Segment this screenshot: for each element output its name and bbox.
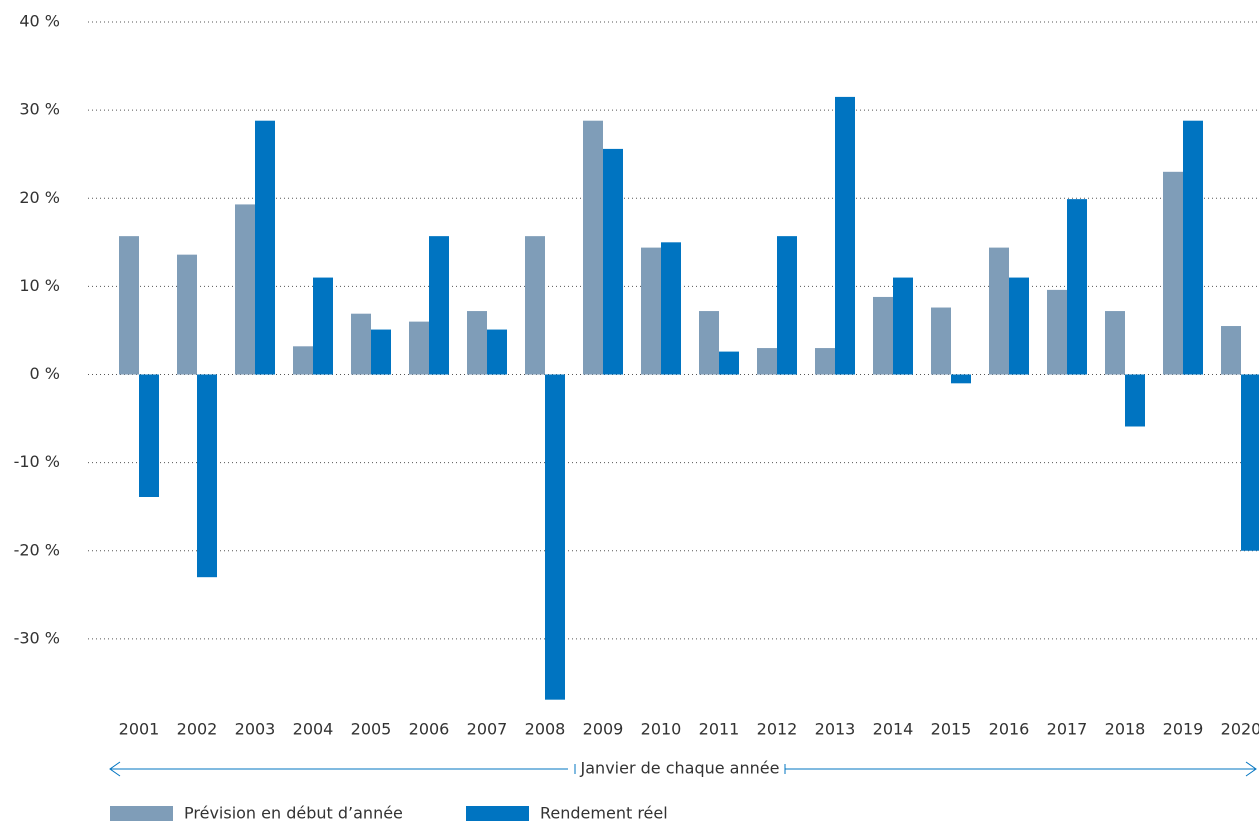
x-tick-label: 2019 [1163,720,1204,739]
x-tick-label: 2001 [119,720,160,739]
x-tick-label: 2018 [1105,720,1146,739]
arrow-head [109,761,121,777]
bar [255,120,275,375]
x-tick-label: 2016 [989,720,1030,739]
bar [699,311,719,375]
bar [1047,289,1067,375]
arrow-head [1245,761,1257,777]
bar [661,242,681,375]
bar [641,247,661,375]
x-tick-label: 2013 [815,720,856,739]
y-tick-label: -10 % [14,452,60,471]
x-tick-label: 2006 [409,720,450,739]
bar [931,307,951,375]
bar [1163,171,1183,375]
bar [1105,311,1125,375]
x-tick-label: 2010 [641,720,682,739]
bar [1009,277,1029,375]
x-tick-label: 2008 [525,720,566,739]
bar [313,277,333,375]
x-axis-label: Janvier de chaque année [580,759,780,778]
bar [139,374,159,497]
bar [119,236,139,375]
x-tick-label: 2005 [351,720,392,739]
bar [603,148,623,375]
bar [371,329,391,375]
x-tick-label: 2002 [177,720,218,739]
x-tick-label: 2015 [931,720,972,739]
bar [197,374,217,578]
bar [467,311,487,375]
y-tick-label: 30 % [19,100,60,119]
bar [545,374,565,700]
y-tick-label: 0 % [30,364,60,383]
y-tick-label: 10 % [19,276,60,295]
bar [1221,326,1241,375]
bar [757,348,777,375]
bar [835,96,855,375]
bar [429,236,449,375]
bar [583,120,603,375]
bar [719,351,739,375]
bar [351,313,371,375]
bar [1067,199,1087,375]
legend-label: Rendement réel [540,804,668,823]
x-tick-label: 2012 [757,720,798,739]
y-tick-label: 20 % [19,188,60,207]
x-tick-label: 2004 [293,720,334,739]
y-tick-label: 40 % [19,12,60,31]
x-tick-label: 2014 [873,720,914,739]
x-tick-label: 2003 [235,720,276,739]
bar [177,254,197,375]
bar [815,348,835,375]
bar [487,329,507,375]
legend-swatch [110,806,173,821]
x-tick-label: 2017 [1047,720,1088,739]
x-tick-label: 2020 [1221,720,1259,739]
bar [409,321,429,375]
x-tick-label: 2011 [699,720,740,739]
legend-label: Prévision en début d’année [184,804,403,823]
bar [1241,374,1259,551]
bar [873,296,893,375]
bar [893,277,913,375]
y-tick-label: -20 % [14,540,60,559]
bar [1125,374,1145,427]
x-axis-annotation: Janvier de chaque année [109,759,1257,778]
y-tick-label: -30 % [14,628,60,647]
legend-swatch [466,806,529,821]
bar [951,374,971,384]
bar [235,204,255,375]
x-tick-label: 2007 [467,720,508,739]
bar [777,236,797,375]
x-tick-label: 2009 [583,720,624,739]
bar [293,346,313,375]
bar [989,247,1009,375]
bar [1183,120,1203,375]
bar [525,236,545,375]
